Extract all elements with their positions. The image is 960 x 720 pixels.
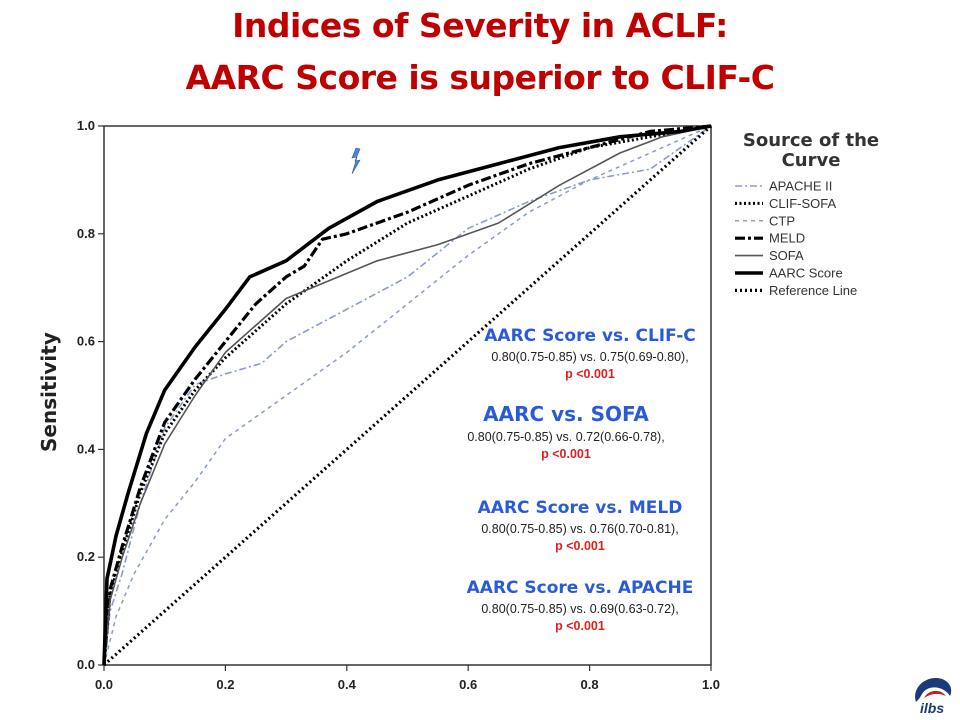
y-tick-label: 0.4 (77, 441, 96, 456)
series-line-meld (102, 124, 712, 666)
annotation-apache: AARC Score vs. APACHE 0.80(0.75-0.85) vs… (460, 578, 700, 633)
chart-series (102, 124, 713, 667)
y-tick-label: 1.0 (77, 118, 95, 133)
slide-title-line-1: Indices of Severity in ACLF: (232, 6, 728, 45)
x-tick-label: 0.8 (581, 677, 599, 692)
y-tick-label: 0.2 (77, 549, 95, 564)
annotation-clif-c: AARC Score vs. CLIF-C 0.80(0.75-0.85) vs… (470, 326, 710, 381)
y-tick-label: 0.6 (77, 334, 95, 349)
series-line-apache-ii (103, 125, 712, 666)
legend-label: SOFA (769, 248, 804, 263)
series-line-reference-line (102, 124, 713, 667)
legend-label: CTP (769, 213, 795, 228)
x-tick-label: 0.6 (459, 677, 477, 692)
logo-text: ilbs (920, 700, 945, 716)
chart-legend: APACHE II CLIF-SOFA CTP MELD SOFA AARC Score R… (735, 179, 857, 298)
annotation-heading: AARC Score vs. MELD (477, 498, 683, 518)
annotation-sofa: AARC vs. SOFA 0.80(0.75-0.85) vs. 0.72(0… (446, 402, 686, 461)
legend-title: Source of the Curve (742, 130, 880, 171)
legend-label: CLIF-SOFA (769, 196, 837, 211)
y-axis-label: Sensitivity (37, 332, 61, 452)
annotation-heading: AARC Score vs. CLIF-C (484, 326, 696, 346)
y-tick-label: 0.0 (77, 657, 95, 672)
annotation-detail: 0.80(0.75-0.85) vs. 0.72(0.66-0.78), (467, 430, 665, 444)
series-line-ctp (103, 125, 712, 666)
annotation-detail: 0.80(0.75-0.85) vs. 0.75(0.69-0.80), (491, 350, 689, 364)
series-line-sofa (103, 125, 712, 666)
annotation-detail: 0.80(0.75-0.85) vs. 0.69(0.63-0.72), (481, 602, 679, 616)
x-tick-label: 0.2 (216, 677, 234, 692)
x-tick-label: 0.0 (95, 677, 113, 692)
plot-frame (103, 125, 712, 666)
annotation-p-value: p <0.001 (555, 539, 605, 553)
ilbs-logo-icon (915, 678, 952, 702)
legend-label: Reference Line (769, 283, 857, 298)
annotation-detail: 0.80(0.75-0.85) vs. 0.76(0.70-0.81), (481, 522, 679, 536)
legend-label: MELD (769, 231, 805, 246)
annotation-heading: AARC vs. SOFA (483, 402, 649, 426)
annotation-p-value: p <0.001 (565, 367, 615, 381)
legend-label: AARC Score (769, 266, 843, 281)
legend-label: APACHE II (769, 179, 832, 194)
y-tick-label: 0.8 (77, 226, 95, 241)
annotation-p-value: p <0.001 (541, 447, 591, 461)
stray-lightning-mark (351, 147, 361, 175)
slide-title-line-2: AARC Score is superior to CLIF-C (185, 58, 775, 97)
chart-axes: 0.0 0.2 0.4 0.6 0.8 1.0 0.0 0.2 0.4 0.6 0.8 1.0 (77, 118, 720, 692)
x-tick-label: 1.0 (702, 677, 720, 692)
annotation-heading: AARC Score vs. APACHE (466, 578, 694, 598)
annotation-p-value: p <0.001 (555, 619, 605, 633)
series-line-aarc-score (102, 124, 712, 666)
x-tick-label: 0.4 (338, 677, 357, 692)
annotation-meld: AARC Score vs. MELD 0.80(0.75-0.85) vs. … (460, 498, 700, 553)
